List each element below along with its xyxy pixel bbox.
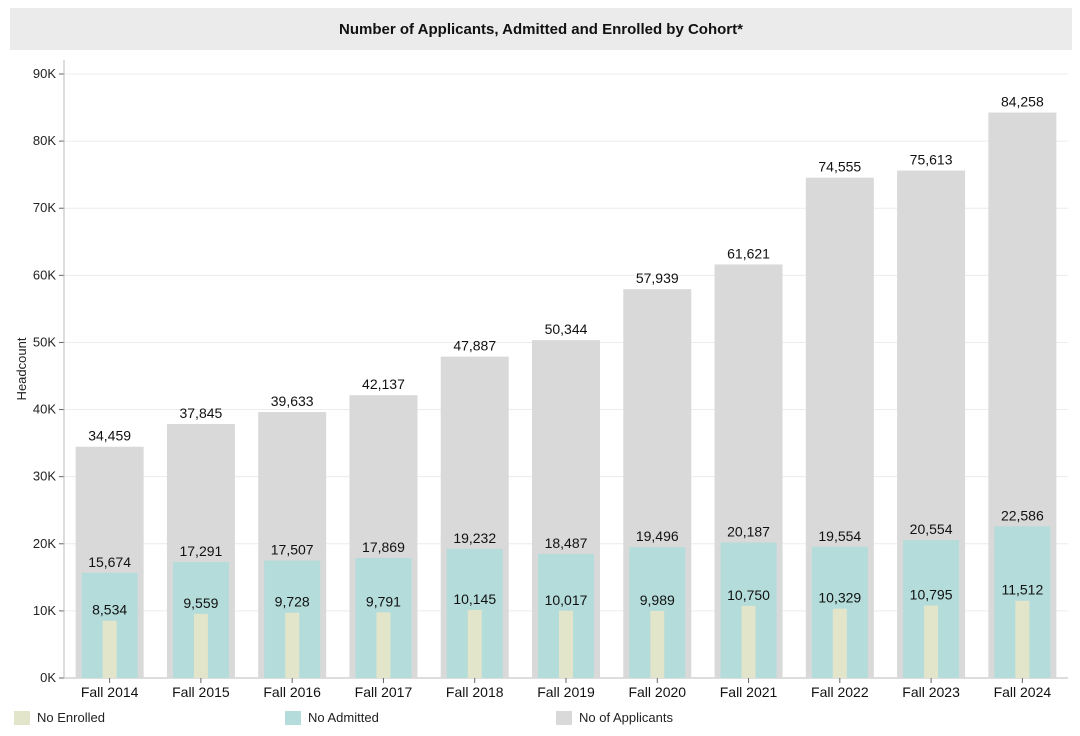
data-label-admitted: 17,869 [362,539,405,555]
bar-enrolled [559,610,573,678]
data-label-admitted: 15,674 [88,554,131,570]
bar-enrolled [832,608,847,678]
legend-item-admitted[interactable]: No Admitted [285,710,379,725]
bar-enrolled [924,605,939,678]
data-label-admitted: 22,586 [1001,507,1044,523]
y-tick-label: 30K [33,469,56,484]
data-label-admitted: 20,554 [910,521,953,537]
data-label-enrolled: 10,795 [910,587,953,603]
data-label-applicants: 42,137 [362,376,405,392]
y-tick-label: 40K [33,402,56,417]
y-tick-label: 0K [40,670,56,685]
x-tick-label: Fall 2022 [811,684,869,700]
data-label-admitted: 19,496 [636,528,679,544]
bar-enrolled [1015,600,1030,678]
legend-label-admitted: No Admitted [308,710,379,725]
x-tick-label: Fall 2019 [537,684,595,700]
data-label-admitted: 17,507 [271,542,314,558]
data-label-applicants: 39,633 [271,393,314,409]
data-label-admitted: 19,554 [818,528,861,544]
legend-swatch-admitted [285,710,301,725]
bar-chart: 0K 10K 20K 30K 40K 50K 60K 70K 80K 90K Headcount 34… [14,60,1068,700]
data-label-enrolled: 10,329 [818,590,861,606]
x-tick-label: Fall 2017 [355,684,413,700]
y-tick-label: 70K [33,200,56,215]
y-tick-label: 80K [33,133,56,148]
x-tick-label: Fall 2024 [994,684,1052,700]
data-label-enrolled: 10,145 [453,591,496,607]
data-label-applicants: 50,344 [545,321,588,337]
data-label-enrolled: 9,559 [183,595,218,611]
legend-swatch-applicants [556,710,572,725]
data-label-applicants: 47,887 [453,338,496,354]
data-label-applicants: 37,845 [179,405,222,421]
y-tick-label: 90K [33,66,56,81]
y-tick-label: 20K [33,536,56,551]
data-label-enrolled: 10,017 [545,592,588,608]
bar-enrolled [193,613,208,678]
data-label-admitted: 19,232 [453,530,496,546]
legend-label-enrolled: No Enrolled [37,710,105,725]
legend-item-enrolled[interactable]: No Enrolled [14,710,105,725]
data-label-enrolled: 9,989 [640,592,675,608]
data-label-admitted: 17,291 [179,543,222,559]
legend-item-applicants[interactable]: No of Applicants [556,710,673,725]
chart-legend: No Enrolled No Admitted No of Applicants [0,710,1080,730]
bar-enrolled [741,605,756,678]
data-label-applicants: 34,459 [88,428,131,444]
x-tick-label: Fall 2014 [81,684,139,700]
bar-enrolled [102,620,117,678]
data-label-enrolled: 9,728 [275,594,310,610]
y-axis-title: Headcount [14,337,29,400]
y-tick-label: 60K [33,267,56,282]
data-label-applicants: 74,555 [818,159,861,175]
x-tick-label: Fall 2016 [263,684,321,700]
data-label-enrolled: 11,512 [1001,582,1043,598]
data-label-admitted: 18,487 [545,535,588,551]
y-tick-label: 50K [33,334,56,349]
bar-enrolled [467,609,482,678]
data-label-applicants: 61,621 [727,245,770,261]
legend-swatch-enrolled [14,710,30,725]
x-tick-label: Fall 2023 [902,684,960,700]
chart-title: Number of Applicants, Admitted and Enrol… [10,8,1072,50]
data-label-admitted: 20,187 [727,524,770,540]
x-tick-label: Fall 2021 [720,684,778,700]
bar-enrolled [650,610,665,678]
x-tick-label: Fall 2018 [446,684,504,700]
data-label-enrolled: 9,791 [366,593,401,609]
data-label-applicants: 84,258 [1001,94,1044,110]
data-label-applicants: 75,613 [910,152,953,168]
y-tick-label: 10K [33,603,56,618]
bar-enrolled [376,612,391,678]
bar-enrolled [285,612,300,678]
data-label-applicants: 57,939 [636,270,679,286]
data-label-enrolled: 10,750 [727,587,770,603]
x-tick-label: Fall 2015 [172,684,230,700]
data-label-enrolled: 8,534 [92,602,127,618]
x-tick-label: Fall 2020 [628,684,686,700]
legend-label-applicants: No of Applicants [579,710,673,725]
